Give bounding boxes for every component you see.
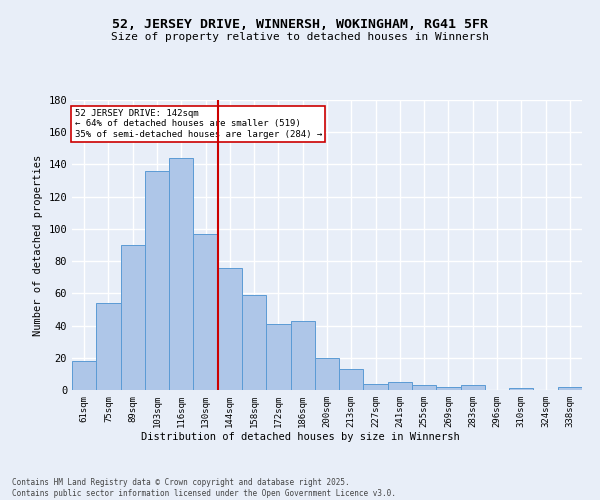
Bar [461, 385, 485, 390]
Text: Contains HM Land Registry data © Crown copyright and database right 2025.
Contai: Contains HM Land Registry data © Crown c… [12, 478, 396, 498]
Bar [364, 384, 388, 390]
Bar [72, 361, 96, 390]
Bar [339, 369, 364, 390]
Bar [169, 158, 193, 390]
Bar [558, 387, 582, 390]
Text: Size of property relative to detached houses in Winnersh: Size of property relative to detached ho… [111, 32, 489, 42]
Bar [145, 171, 169, 390]
Text: 52, JERSEY DRIVE, WINNERSH, WOKINGHAM, RG41 5FR: 52, JERSEY DRIVE, WINNERSH, WOKINGHAM, R… [112, 18, 488, 30]
Bar [509, 388, 533, 390]
Bar [193, 234, 218, 390]
Bar [96, 303, 121, 390]
Bar [412, 385, 436, 390]
Y-axis label: Number of detached properties: Number of detached properties [33, 154, 43, 336]
Bar [436, 387, 461, 390]
Bar [218, 268, 242, 390]
Bar [388, 382, 412, 390]
Bar [266, 324, 290, 390]
Bar [121, 245, 145, 390]
Text: 52 JERSEY DRIVE: 142sqm
← 64% of detached houses are smaller (519)
35% of semi-d: 52 JERSEY DRIVE: 142sqm ← 64% of detache… [74, 108, 322, 138]
Bar [290, 320, 315, 390]
Text: Distribution of detached houses by size in Winnersh: Distribution of detached houses by size … [140, 432, 460, 442]
Bar [242, 295, 266, 390]
Bar [315, 358, 339, 390]
